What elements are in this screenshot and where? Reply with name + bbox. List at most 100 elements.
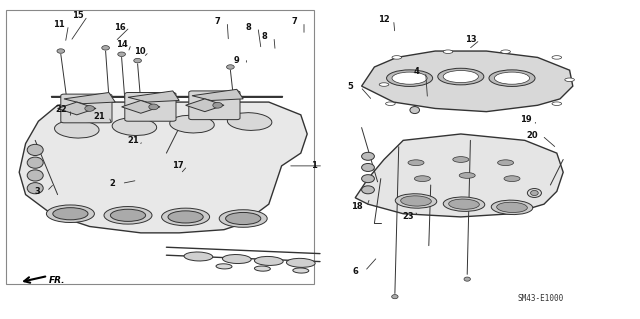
Text: 9: 9	[234, 56, 239, 65]
Ellipse shape	[223, 255, 251, 263]
Ellipse shape	[102, 46, 109, 50]
Ellipse shape	[498, 160, 514, 166]
Ellipse shape	[565, 78, 575, 82]
Ellipse shape	[453, 157, 468, 162]
Text: 18: 18	[351, 202, 363, 211]
Ellipse shape	[379, 83, 389, 86]
Ellipse shape	[362, 174, 374, 182]
Text: 20: 20	[527, 131, 538, 140]
Ellipse shape	[443, 70, 479, 83]
Ellipse shape	[443, 50, 453, 54]
Text: 8: 8	[246, 23, 251, 32]
Ellipse shape	[494, 72, 530, 84]
Text: 21: 21	[93, 112, 105, 121]
Text: 11: 11	[53, 20, 65, 29]
Text: 4: 4	[413, 67, 419, 76]
Text: 6: 6	[352, 267, 358, 276]
Ellipse shape	[527, 189, 541, 197]
Polygon shape	[58, 102, 96, 115]
FancyBboxPatch shape	[189, 91, 240, 120]
Polygon shape	[186, 99, 224, 112]
Ellipse shape	[28, 170, 44, 181]
Ellipse shape	[497, 202, 527, 212]
Ellipse shape	[464, 277, 470, 281]
Text: 15: 15	[72, 11, 84, 20]
Ellipse shape	[293, 268, 308, 273]
Ellipse shape	[408, 160, 424, 166]
Polygon shape	[355, 134, 563, 217]
Ellipse shape	[255, 256, 283, 265]
Ellipse shape	[396, 194, 436, 208]
Polygon shape	[362, 51, 573, 112]
Ellipse shape	[531, 190, 538, 196]
Text: 12: 12	[378, 15, 390, 24]
Text: 3: 3	[35, 187, 40, 196]
Text: 22: 22	[55, 105, 67, 114]
Ellipse shape	[134, 58, 141, 63]
Ellipse shape	[552, 56, 562, 59]
Ellipse shape	[362, 163, 374, 172]
Ellipse shape	[444, 197, 484, 211]
Ellipse shape	[552, 102, 562, 105]
Polygon shape	[64, 93, 115, 104]
Ellipse shape	[489, 70, 535, 86]
Ellipse shape	[385, 102, 396, 105]
Ellipse shape	[170, 115, 214, 133]
FancyBboxPatch shape	[61, 94, 112, 123]
Ellipse shape	[118, 52, 125, 56]
Ellipse shape	[28, 182, 44, 194]
Ellipse shape	[168, 211, 204, 223]
Text: 16: 16	[115, 23, 126, 32]
Text: 23: 23	[403, 212, 414, 221]
Ellipse shape	[287, 258, 315, 267]
Ellipse shape	[415, 176, 431, 182]
Polygon shape	[122, 100, 160, 113]
Ellipse shape	[85, 106, 95, 111]
Ellipse shape	[216, 264, 232, 269]
Ellipse shape	[504, 176, 520, 182]
Ellipse shape	[387, 70, 433, 86]
Ellipse shape	[219, 210, 268, 227]
Text: SM43-E1000: SM43-E1000	[518, 294, 564, 303]
Text: 1: 1	[310, 161, 317, 170]
Ellipse shape	[112, 118, 157, 136]
Text: 7: 7	[292, 17, 297, 26]
Ellipse shape	[57, 49, 65, 53]
Ellipse shape	[362, 152, 374, 160]
Text: 10: 10	[134, 47, 145, 56]
Text: FR.: FR.	[49, 276, 66, 285]
Ellipse shape	[401, 196, 431, 206]
Ellipse shape	[28, 157, 44, 168]
Ellipse shape	[111, 209, 146, 221]
Ellipse shape	[104, 207, 152, 224]
Text: 2: 2	[109, 179, 115, 188]
Polygon shape	[128, 91, 179, 102]
FancyBboxPatch shape	[125, 93, 176, 121]
Ellipse shape	[53, 208, 88, 220]
Ellipse shape	[362, 186, 374, 194]
Ellipse shape	[184, 252, 212, 261]
Ellipse shape	[492, 200, 532, 215]
Ellipse shape	[392, 56, 402, 59]
Text: 13: 13	[465, 35, 476, 44]
Ellipse shape	[255, 266, 270, 271]
Text: 21: 21	[127, 136, 139, 145]
Polygon shape	[19, 102, 307, 233]
Ellipse shape	[392, 295, 398, 299]
Ellipse shape	[460, 173, 476, 178]
Ellipse shape	[227, 113, 272, 130]
Polygon shape	[192, 89, 243, 100]
Ellipse shape	[438, 68, 484, 85]
Ellipse shape	[212, 102, 223, 108]
Text: 8: 8	[262, 32, 267, 41]
Ellipse shape	[149, 104, 159, 110]
Ellipse shape	[161, 208, 210, 226]
Ellipse shape	[54, 120, 99, 138]
Text: 19: 19	[520, 115, 532, 124]
Text: 5: 5	[348, 82, 354, 91]
Ellipse shape	[47, 205, 95, 223]
Ellipse shape	[227, 65, 234, 69]
Ellipse shape	[226, 212, 261, 225]
Text: 14: 14	[116, 40, 127, 48]
Ellipse shape	[28, 144, 44, 155]
